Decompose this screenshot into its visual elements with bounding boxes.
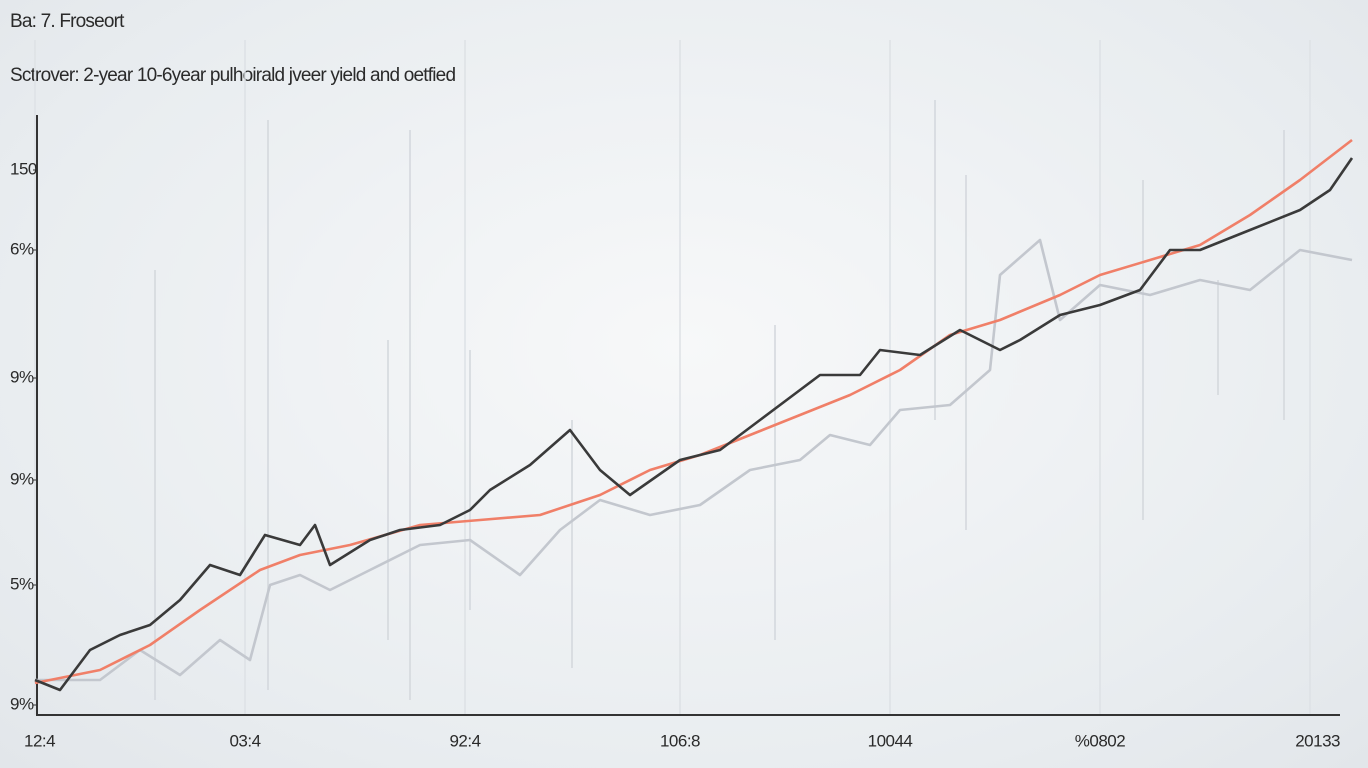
x-tick-label: 92:4 — [449, 731, 480, 750]
y-tick-label: 6% — [10, 239, 34, 258]
x-tick-label: 03:4 — [229, 731, 260, 750]
y-tick-label: 9% — [10, 367, 34, 386]
series-line — [35, 238, 1353, 682]
series-line — [34, 157, 1354, 692]
x-tick-label: 20133 — [1295, 731, 1340, 750]
y-tick-label: 150 — [10, 159, 37, 178]
y-tick-label: 5% — [10, 574, 34, 593]
y-tick-label: 9% — [10, 469, 34, 488]
y-tick-label: 9% — [10, 694, 34, 713]
x-tick-label: 106:8 — [660, 731, 700, 750]
series-line — [34, 138, 1353, 685]
chart-title: Ba: 7. Froseort — [10, 11, 125, 32]
x-tick-label: %0802 — [1075, 731, 1125, 750]
x-tick-label: 12:4 — [24, 731, 55, 750]
chart-subtitle: Sctrover: 2-year 10-6year pulhoirald jve… — [10, 65, 455, 86]
background-noise — [154, 100, 1285, 700]
x-tick-label: 10044 — [868, 731, 913, 750]
